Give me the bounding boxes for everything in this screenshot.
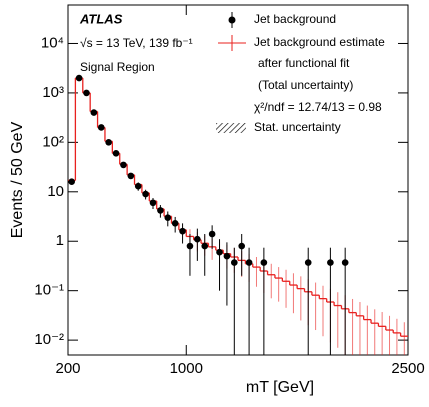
y-tick-label: 10³ <box>42 84 64 101</box>
data-point <box>112 150 120 157</box>
data-point <box>327 259 334 266</box>
legend-label: Jet background estimate <box>254 35 385 49</box>
data-point <box>216 248 223 256</box>
experiment-label: ATLAS <box>79 11 123 26</box>
legend: Jet background Jet background estimate a… <box>216 12 385 134</box>
data-point <box>186 242 194 250</box>
legend-label: Jet background <box>254 12 336 26</box>
data-point <box>134 182 142 190</box>
x-tick-label: 1000 <box>170 360 203 377</box>
legend-hatch <box>216 123 246 133</box>
data-point <box>245 259 253 266</box>
data-point <box>120 161 127 169</box>
data-point <box>223 252 231 260</box>
data-point <box>157 207 164 214</box>
y-tick-label: 1 <box>56 232 64 249</box>
data-point <box>164 214 172 221</box>
y-tick-label: 10 <box>47 183 64 200</box>
data-point <box>75 74 83 82</box>
y-tick-label: 10² <box>42 133 64 150</box>
data-point <box>90 109 98 116</box>
x-tick-label: 200 <box>55 360 80 377</box>
fit-quality: χ²/ndf = 12.74/13 = 0.98 <box>254 100 382 114</box>
data-point <box>194 235 201 243</box>
energy-label: √s = 13 TeV, 139 fb⁻¹ <box>80 36 193 50</box>
data-point <box>304 259 312 266</box>
data-point <box>149 199 157 207</box>
data-point <box>171 220 179 227</box>
region-label: Signal Region <box>80 60 155 74</box>
y-tick-label: 10⁻² <box>34 331 64 348</box>
legend-note: (Total uncertainty) <box>258 78 353 92</box>
data-point <box>260 259 268 266</box>
legend-note: after functional fit <box>258 56 350 70</box>
y-axis-label: Events / 50 GeV <box>9 121 26 238</box>
plot-frame <box>67 4 409 356</box>
legend-marker <box>228 16 236 24</box>
data-point <box>83 89 90 97</box>
y-tick-label: 10⁴ <box>41 34 64 51</box>
data-point <box>341 259 349 266</box>
data-point <box>231 259 238 266</box>
x-axis-label: mT [GeV] <box>246 379 314 396</box>
y-tick-label: 10⁻¹ <box>34 282 64 299</box>
data-point <box>142 190 149 198</box>
x-tick-label: 2500 <box>391 360 424 377</box>
data-point <box>68 178 75 186</box>
data-point <box>127 172 135 180</box>
legend-label: Stat. uncertainty <box>254 120 341 134</box>
data-point <box>238 242 245 250</box>
data-point <box>201 242 209 250</box>
data-point <box>97 124 105 131</box>
data-point <box>105 139 112 146</box>
data-point <box>179 227 186 235</box>
data-point <box>208 230 216 238</box>
